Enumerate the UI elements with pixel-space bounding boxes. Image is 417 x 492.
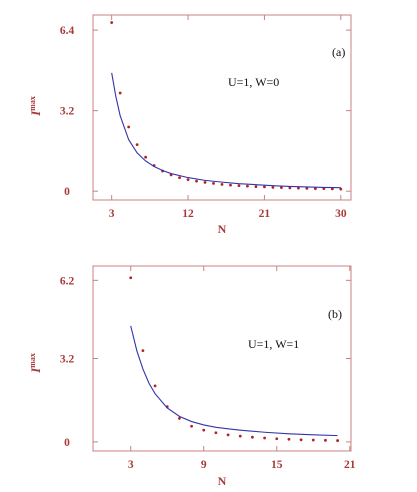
parameter-annotation: U=1, W=0 <box>228 75 279 89</box>
y-tick-label: 6.4 <box>60 25 75 37</box>
data-point <box>271 186 275 189</box>
y-axis-title-main: I <box>28 110 43 117</box>
data-point <box>254 185 258 189</box>
data-point <box>229 183 232 187</box>
y-tick-label: 3.2 <box>60 354 75 366</box>
data-point <box>202 428 206 432</box>
data-point <box>214 431 218 435</box>
x-tick-label: 12 <box>182 208 194 220</box>
data-point <box>313 187 317 191</box>
data-point <box>288 186 292 190</box>
y-axis-title-superscript: max <box>28 353 37 368</box>
y-axis-title-main: I <box>28 367 43 374</box>
fit-curve <box>130 325 338 437</box>
data-point <box>220 182 224 186</box>
panel-label: (b) <box>328 307 342 321</box>
data-point <box>144 155 148 159</box>
data-point <box>246 184 249 188</box>
data-point <box>153 384 157 388</box>
x-tick-label: 15 <box>271 459 283 471</box>
data-point <box>190 424 193 428</box>
data-point <box>299 438 303 442</box>
x-tick-label: 9 <box>201 459 207 471</box>
data-point <box>305 187 309 190</box>
data-point <box>135 143 139 147</box>
data-point <box>263 185 266 189</box>
chart-panel-b: 3 9 15 21 0 3.2 6.2 N Imax U=1, W=1 (b) <box>28 265 356 488</box>
x-tick-label: 3 <box>109 208 115 220</box>
y-axis-title-superscript: max <box>28 96 37 111</box>
fit-curve <box>111 72 341 189</box>
chart-panel-a: 3 12 21 30 0 3.2 6.4 N Imax U=1, W=0 (a) <box>28 14 352 236</box>
data-point <box>263 436 266 440</box>
x-tick-label: 21 <box>344 459 356 471</box>
data-point <box>127 125 131 129</box>
x-axis-title: N <box>218 474 227 488</box>
data-point <box>129 276 133 280</box>
data-point <box>251 435 254 439</box>
x-tick-label: 3 <box>128 459 134 471</box>
plot-frame <box>92 14 352 201</box>
data-point <box>203 180 207 184</box>
data-point <box>226 433 230 437</box>
y-tick-label: 3.2 <box>60 106 75 118</box>
plot-frame <box>92 265 352 452</box>
data-point <box>178 176 181 180</box>
data-point <box>339 187 343 191</box>
data-point <box>118 91 122 95</box>
data-point <box>195 179 198 183</box>
y-axis-title: Imax <box>28 96 43 117</box>
data-point <box>237 184 241 188</box>
data-point <box>275 437 279 441</box>
data-point <box>186 178 190 182</box>
data-point <box>178 417 181 420</box>
y-tick-label: 6.2 <box>60 275 75 287</box>
data-point <box>212 181 215 185</box>
data-point <box>311 438 315 442</box>
parameter-annotation: U=1, W=1 <box>248 337 299 351</box>
data-point <box>324 438 327 442</box>
x-axis-title: N <box>218 222 227 236</box>
data-point <box>141 349 145 353</box>
y-tick-label: 0 <box>64 186 70 198</box>
y-tick-label: 0 <box>64 437 70 449</box>
x-tick-label: 21 <box>259 208 271 220</box>
data-point <box>280 186 283 190</box>
x-tick-label: 30 <box>335 208 347 220</box>
data-point <box>336 439 340 442</box>
y-axis-title: Imax <box>28 353 43 374</box>
data-point <box>287 437 291 441</box>
data-point <box>296 186 300 190</box>
data-point <box>238 434 242 438</box>
data-point <box>330 187 334 191</box>
panel-label: (a) <box>332 45 345 59</box>
data-point <box>110 21 114 24</box>
